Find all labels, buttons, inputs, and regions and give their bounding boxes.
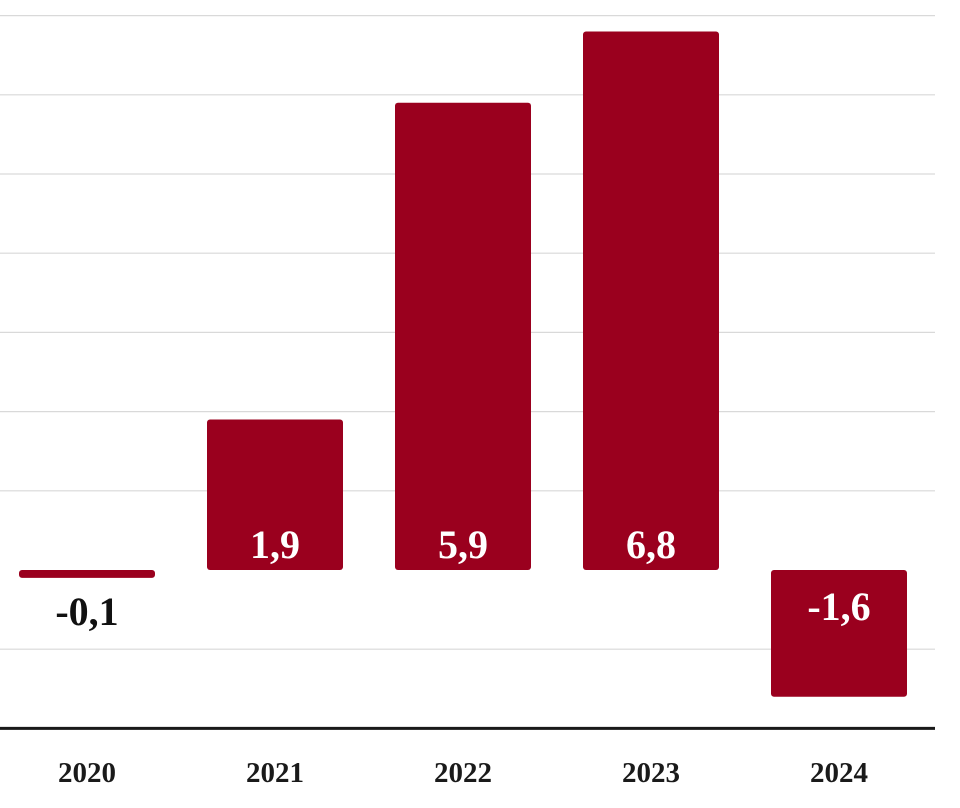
bar-2020 — [19, 570, 155, 578]
bar-2024 — [771, 570, 907, 697]
x-tick-2020: 2020 — [58, 757, 116, 789]
x-tick-2024: 2024 — [810, 757, 868, 789]
x-tick-labels: 2020 2021 2022 2023 2024 — [58, 757, 868, 789]
x-tick-2021: 2021 — [246, 757, 304, 789]
bar-2023 — [583, 31, 719, 570]
bar-2021 — [207, 419, 343, 570]
data-label-2024: -1,6 — [807, 584, 870, 629]
data-label-2023: 6,8 — [626, 522, 676, 567]
bar-2022 — [395, 102, 531, 570]
data-label-2022: 5,9 — [438, 522, 488, 567]
data-labels: -0,1 1,9 5,9 6,8 -1,6 — [55, 522, 870, 634]
x-tick-2022: 2022 — [434, 757, 492, 789]
data-label-2021: 1,9 — [250, 522, 300, 567]
bars — [19, 31, 907, 697]
x-tick-2023: 2023 — [622, 757, 680, 789]
data-label-2020: -0,1 — [55, 589, 118, 634]
